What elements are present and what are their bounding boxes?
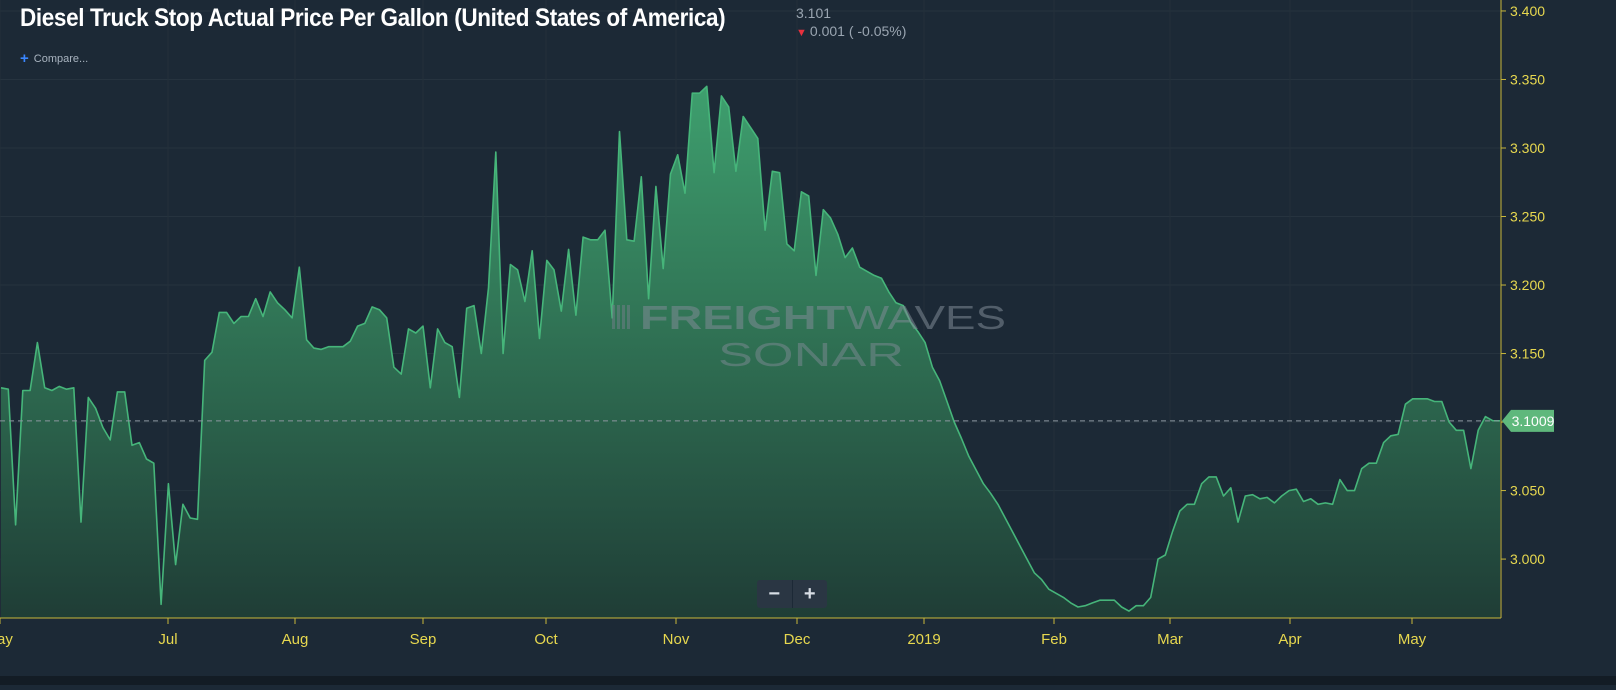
series-line <box>0 85 1501 612</box>
watermark: FREIGHT WAVES SONAR <box>612 299 1006 373</box>
x-tick-label: Dec <box>784 631 811 648</box>
svg-text:SONAR: SONAR <box>718 336 904 373</box>
x-tick-label: Aug <box>282 631 309 648</box>
current-value-marker: 3.1009 <box>0 409 1555 432</box>
current-value-badge <box>1502 409 1554 432</box>
x-tick-label: Jul <box>158 631 177 648</box>
compare-button[interactable]: + Compare... <box>20 50 88 67</box>
svg-text:FREIGHT: FREIGHT <box>640 299 845 336</box>
svg-text:WAVES: WAVES <box>846 299 1006 336</box>
y-tick-label: 3.350 <box>1510 71 1545 87</box>
watermark-stripes-icon <box>612 305 630 329</box>
current-value-label: 3.1009 <box>1512 413 1555 429</box>
watermark-sonar: SONAR <box>718 336 904 373</box>
x-tick-label: Nov <box>663 631 690 648</box>
zoom-separator <box>791 580 793 608</box>
x-tick-label: Feb <box>1041 631 1067 648</box>
zoom-in-button[interactable]: + <box>803 582 816 605</box>
series-area <box>0 85 1501 619</box>
bottom-scrollbar[interactable] <box>0 676 1616 685</box>
x-tick-label: ay <box>0 631 13 648</box>
y-tick-label: 3.150 <box>1510 346 1545 362</box>
y-tick-label: 3.050 <box>1510 483 1545 499</box>
y-tick-label: 3.200 <box>1510 277 1545 293</box>
x-tick-label: Sep <box>410 631 437 648</box>
compare-label: Compare... <box>33 53 89 65</box>
x-tick-label: 2019 <box>907 631 940 648</box>
x-tick-label: Mar <box>1157 631 1183 648</box>
y-tick-label: 3.400 <box>1510 3 1545 19</box>
plus-icon: + <box>20 50 29 67</box>
series-area-fill <box>1 86 1500 619</box>
price-change-text: 0.001 ( -0.05%) <box>809 23 907 39</box>
y-tick-label: 3.300 <box>1510 140 1545 156</box>
last-value: 3.101 <box>796 5 832 21</box>
price-change: ▼ 0.001 ( -0.05%) <box>796 23 906 39</box>
zoom-control: − + <box>757 580 827 608</box>
zoom-out-button[interactable]: − <box>768 582 781 605</box>
watermark-light: WAVES <box>846 299 1006 336</box>
chart-title: Diesel Truck Stop Actual Price Per Gallo… <box>20 4 726 32</box>
x-tick-label: Apr <box>1278 631 1301 648</box>
y-tick-label: 3.250 <box>1510 209 1545 225</box>
watermark-bold: FREIGHT <box>640 299 845 336</box>
down-arrow-icon: ▼ <box>796 27 807 39</box>
x-tick-label: May <box>1398 631 1427 648</box>
x-tick-label: Oct <box>534 631 558 648</box>
y-tick-label: 3.000 <box>1510 551 1545 567</box>
